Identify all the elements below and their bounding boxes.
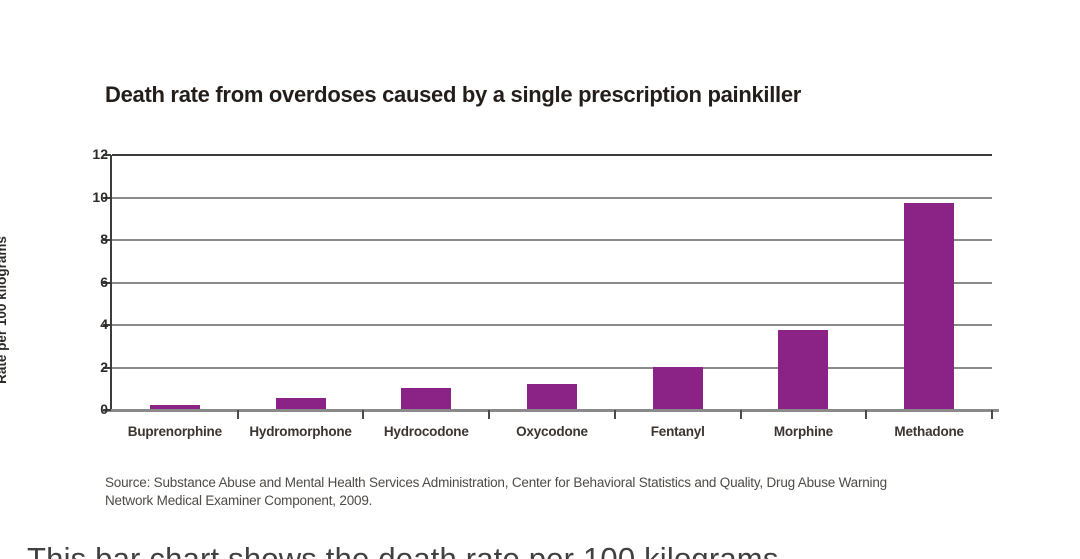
bar-morphine — [778, 330, 829, 409]
y-tick-mark-10 — [103, 196, 111, 199]
gridline-y6 — [112, 281, 992, 284]
x-category-label-fentanyl: Fentanyl — [650, 424, 705, 439]
y-tick-mark-12 — [103, 154, 111, 156]
bar-buprenorphine — [149, 404, 200, 409]
gridline-y10 — [112, 196, 992, 199]
gridline-y0 — [103, 409, 999, 412]
x-tick-mark-7 — [991, 410, 993, 419]
x-category-label-methadone: Methadone — [894, 424, 964, 439]
bar-hydromorphone — [275, 398, 326, 409]
y-tick-label-10: 10 — [92, 188, 108, 205]
y-tick-mark-4 — [103, 324, 111, 326]
bar-hydrocodone — [401, 387, 452, 409]
x-tick-mark-6 — [865, 410, 868, 419]
x-category-label-oxycodone: Oxycodone — [516, 424, 588, 439]
y-tick-mark-6 — [103, 281, 111, 284]
source-note-line1: Source: Substance Abuse and Mental Healt… — [105, 475, 887, 490]
x-category-label-morphine: Morphine — [773, 424, 833, 439]
y-tick-mark-8 — [103, 239, 111, 241]
gridline-y12 — [112, 154, 992, 156]
bar-fentanyl — [652, 366, 703, 409]
caption-text: This bar chart shows the death rate per … — [27, 541, 779, 559]
gridline-y4 — [112, 324, 992, 326]
y-tick-label-8: 8 — [100, 231, 108, 247]
y-tick-label-2: 2 — [100, 358, 108, 375]
plot-area — [103, 154, 999, 419]
chart-title: Death rate from overdoses caused by a si… — [105, 82, 802, 107]
x-category-label-hydrocodone: Hydrocodone — [383, 424, 469, 439]
y-tick-label-0: 0 — [100, 401, 108, 417]
y-axis-label: Rate per 100 kilograms — [0, 236, 9, 384]
y-tick-mark-0 — [103, 409, 111, 411]
y-tick-label-12: 12 — [92, 146, 108, 162]
source-note: Source: Substance Abuse and Mental Healt… — [105, 474, 1025, 510]
bar-oxycodone — [527, 383, 577, 409]
x-category-label-hydromorphone: Hydromorphone — [249, 424, 352, 439]
y-axis-line — [110, 155, 112, 412]
x-category-label-buprenorphine: Buprenorphine — [127, 424, 222, 439]
y-tick-label-6: 6 — [100, 273, 108, 290]
x-tick-mark-4 — [613, 410, 616, 419]
x-tick-mark-1 — [236, 410, 239, 419]
bar-methadone — [904, 202, 955, 409]
x-tick-mark-2 — [362, 410, 365, 419]
y-tick-label-4: 4 — [100, 316, 108, 332]
gridline-y2 — [112, 366, 992, 369]
gridline-y8 — [112, 239, 992, 241]
x-tick-mark-3 — [488, 410, 491, 419]
source-note-line2: Network Medical Examiner Component, 2009… — [105, 493, 373, 508]
x-tick-mark-5 — [739, 410, 742, 419]
y-tick-mark-2 — [103, 366, 111, 369]
